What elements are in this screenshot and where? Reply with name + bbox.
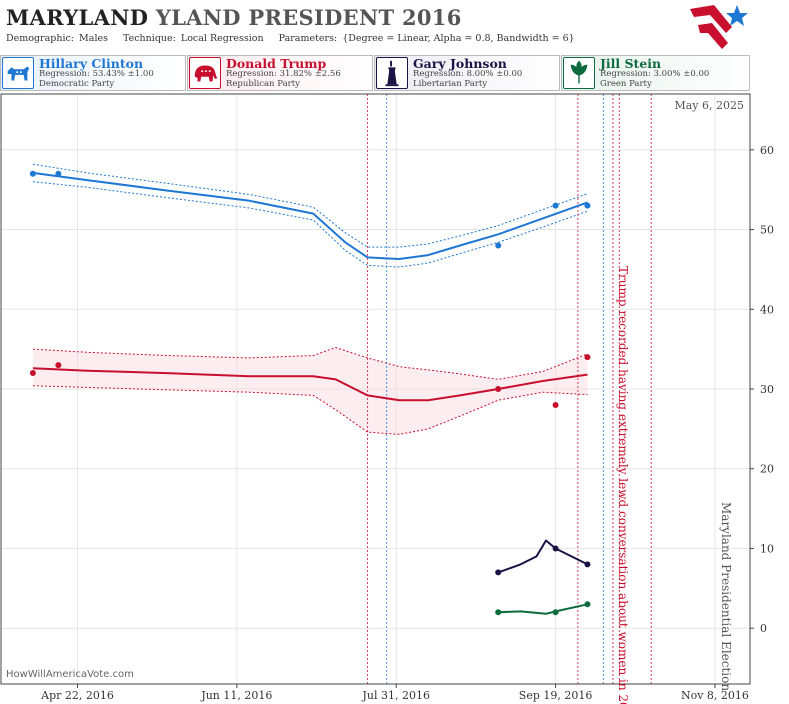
leaf-icon — [563, 57, 595, 89]
elephant-icon — [189, 57, 221, 89]
trend-line — [497, 539, 588, 574]
x-tick-label: Jun 11, 2016 — [200, 689, 272, 702]
candidate-legend: Hillary Clinton Regression: 53.43% ±1.00… — [0, 55, 750, 93]
candidate-name: Jill Stein — [600, 56, 662, 71]
candidate-regression: Regression: 53.43% ±1.00 — [39, 69, 154, 79]
title-rest: YLAND PRESIDENT 2016 — [155, 5, 462, 30]
candidate-party: Green Party — [600, 79, 652, 89]
poll-points — [29, 170, 591, 616]
chart-title: MARYLAND YLAND PRESIDENT 2016 — [6, 5, 462, 30]
trend-line — [32, 171, 588, 260]
poll-point — [495, 386, 502, 392]
liberty-statue-icon — [376, 57, 408, 89]
poll-point — [552, 202, 559, 209]
candidate-regression: Regression: 31.82% ±2.56 — [226, 69, 341, 79]
y-tick-label: 20 — [760, 463, 774, 476]
x-tick-label: Apr 22, 2016 — [40, 689, 114, 702]
technique-label: Technique: — [123, 33, 176, 44]
y-tick-label: 30 — [760, 383, 774, 396]
donkey-icon — [2, 57, 34, 89]
site-logo — [690, 5, 748, 49]
confidence-upper — [32, 346, 588, 380]
watermark: HowWillAmericaVote.com — [6, 669, 134, 680]
grid-lines — [1, 94, 750, 684]
y-tick-label: 50 — [760, 224, 774, 237]
technique-value: Local Regression — [180, 33, 264, 44]
poll-point — [29, 170, 36, 177]
title-state: MARYLAND — [6, 5, 149, 30]
annotation-label: Trump recorded having extremely lewd con… — [616, 266, 630, 704]
poll-point — [552, 401, 559, 408]
demographic-value: Males — [79, 33, 108, 44]
candidate-panel-johnson: Gary Johnson Regression: 8.00% ±0.00 Lib… — [374, 55, 560, 91]
parameters-value: {Degree = Linear, Alpha = 0.8, Bandwidth… — [342, 33, 575, 44]
poll-point — [584, 561, 591, 568]
date-label: May 6, 2025 — [674, 99, 744, 112]
x-tick-label: Nov 8, 2016 — [681, 689, 749, 702]
poll-point — [55, 362, 62, 369]
candidate-name: Donald Trump — [226, 56, 327, 71]
poll-point — [584, 202, 591, 209]
candidate-party: Republican Party — [226, 79, 300, 89]
chart-labels: Trump recorded having extremely lewd con… — [6, 99, 744, 704]
parameters-label: Parameters: — [278, 33, 338, 44]
confidence-upper — [32, 163, 588, 248]
poll-point — [552, 609, 559, 616]
candidate-regression: Regression: 3.00% ±0.00 — [600, 69, 710, 79]
trend-line — [498, 603, 588, 615]
confidence-lower — [32, 181, 588, 268]
poll-point — [495, 609, 502, 616]
candidate-panel-stein: Jill Stein Regression: 3.00% ±0.00 Green… — [561, 55, 750, 91]
candidate-party: Libertarian Party — [413, 79, 488, 89]
candidate-panel-clinton: Hillary Clinton Regression: 53.43% ±1.00… — [0, 55, 186, 91]
candidate-party: Democratic Party — [39, 79, 115, 89]
y-tick-label: 0 — [760, 622, 767, 635]
poll-point — [55, 170, 62, 177]
confidence-bands — [32, 163, 588, 435]
axes: 0 10 20 30 40 50 60 Apr 22, 2016 Jun 11, 2016 Jul… — [0, 93, 774, 702]
y-tick-label: 60 — [760, 144, 774, 157]
confidence-band-fill — [32, 347, 588, 435]
confidence-lower — [32, 385, 588, 435]
poll-point — [29, 370, 36, 377]
poll-point — [495, 242, 502, 249]
annotation-label: Maryland Presidential Election — [719, 502, 733, 691]
poll-point — [495, 569, 502, 576]
demographic-label: Demographic: — [6, 33, 75, 44]
subtitle-line: Demographic: Males Technique: Local Regr… — [6, 33, 587, 44]
poll-point — [584, 601, 591, 608]
x-tick-label: Jul 31, 2016 — [361, 689, 430, 702]
y-tick-label: 10 — [760, 542, 774, 555]
poll-point — [552, 545, 559, 552]
x-tick-label: Sep 19, 2016 — [519, 689, 593, 702]
poll-point — [584, 354, 591, 361]
candidate-regression: Regression: 8.00% ±0.00 — [413, 69, 523, 79]
candidate-name: Hillary Clinton — [39, 56, 144, 71]
y-tick-label: 40 — [760, 303, 774, 316]
candidate-panel-trump: Donald Trump Regression: 31.82% ±2.56 Re… — [187, 55, 373, 91]
candidate-name: Gary Johnson — [413, 56, 507, 71]
